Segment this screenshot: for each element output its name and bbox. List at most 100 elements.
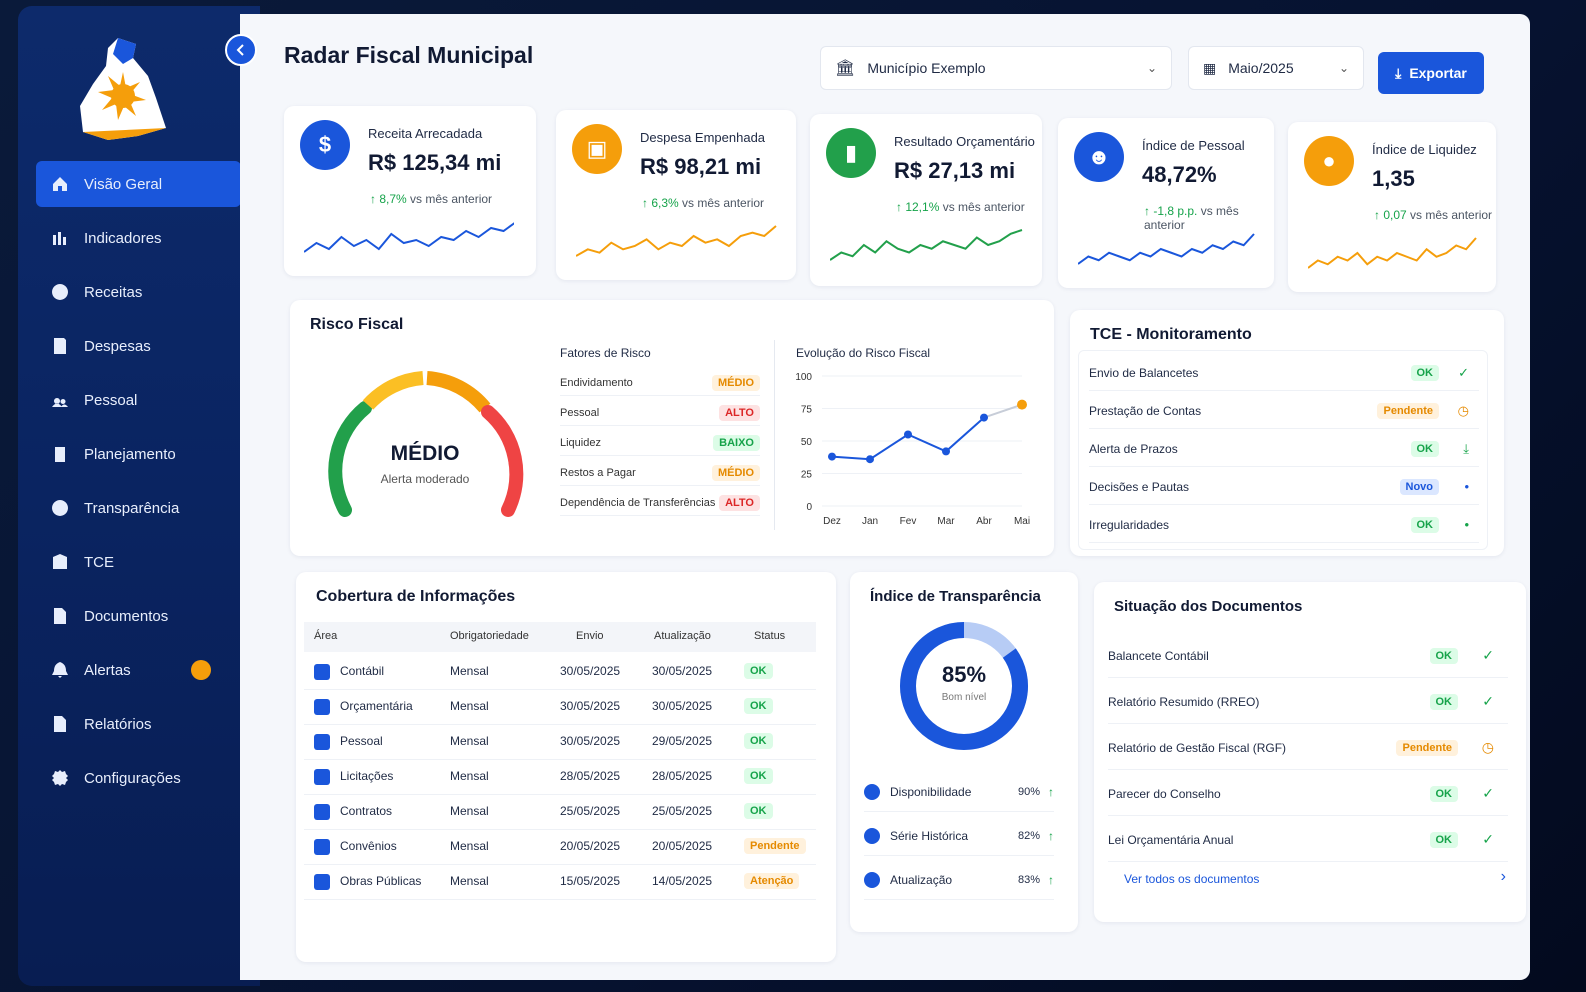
tce-row[interactable]: Decisões e Pautas Novo •	[1089, 469, 1479, 505]
kpi-card: ▣ Despesa Empenhada R$ 98,21 mi ↑ 6,3% vs m…	[556, 110, 796, 280]
bar-chart-icon	[50, 228, 70, 248]
view-all-documents-link[interactable]: Ver todos os documentos	[1124, 872, 1260, 886]
document-row[interactable]: Parecer do Conselho OK ✓	[1108, 772, 1508, 816]
tce-item-name: Irregularidades	[1089, 517, 1170, 532]
tce-row[interactable]: Envio de Balancetes OK ✓	[1089, 355, 1479, 391]
kpi-card: ● Índice de Liquidez 1,35 ↑ 0,07 vs mês ant…	[1288, 122, 1496, 292]
document-row[interactable]: Balancete Contábil OK ✓	[1108, 634, 1508, 678]
status-badge: OK	[744, 733, 773, 749]
atualizacao-date: 25/05/2025	[652, 804, 713, 818]
building-icon	[50, 552, 70, 572]
tce-row[interactable]: Irregularidades OK •	[1089, 507, 1479, 543]
check-icon: ✓	[1482, 647, 1494, 663]
transparency-sub: Bom nível	[941, 692, 987, 703]
sidebar-item-9[interactable]: Alertas	[36, 647, 241, 693]
area-icon	[314, 769, 330, 785]
sidebar-item-7[interactable]: TCE	[36, 539, 241, 585]
x-tick-label: Fev	[900, 516, 917, 527]
table-row[interactable]: Contábil Mensal 30/05/2025 30/05/2025 OK	[304, 656, 816, 690]
sidebar-item-label: Receitas	[84, 283, 143, 301]
sidebar-item-0[interactable]: Visão Geral	[36, 161, 241, 207]
period-select[interactable]: ▦ Maio/2025 ⌄	[1188, 46, 1364, 90]
sidebar-item-3[interactable]: Despesas	[36, 323, 241, 369]
area-icon	[314, 664, 330, 680]
sidebar-item-4[interactable]: Pessoal	[36, 377, 241, 423]
table-header-cell: Envio	[576, 630, 604, 642]
kpi-label: Receita Arrecadada	[368, 126, 483, 141]
document-row[interactable]: Relatório Resumido (RREO) OK ✓	[1108, 680, 1508, 724]
metric-icon	[864, 783, 880, 800]
sidebar-item-6[interactable]: Transparência	[36, 485, 241, 531]
data-point	[866, 455, 874, 464]
kpi-delta: ↑ 12,1% vs mês anterior	[896, 200, 1025, 214]
sidebar-item-5[interactable]: Planejamento	[36, 431, 241, 477]
people-icon	[50, 390, 70, 410]
kpi-delta-text: vs mês anterior	[410, 192, 493, 206]
sidebar-item-11[interactable]: Configurações	[36, 755, 241, 801]
table-row[interactable]: Convênios Mensal 20/05/2025 20/05/2025 Pende…	[304, 831, 816, 865]
metric-icon	[864, 871, 880, 888]
kpi-delta-text: vs mês anterior	[1410, 208, 1493, 222]
table-row[interactable]: Pessoal Mensal 30/05/2025 29/05/2025 OK	[304, 726, 816, 760]
table-row[interactable]: Contratos Mensal 25/05/2025 25/05/2025 OK	[304, 796, 816, 830]
kpi-card: ▮ Resultado Orçamentário R$ 27,13 mi ↑ 12,1…	[810, 114, 1042, 286]
metric-value: 90%	[1017, 785, 1040, 798]
chevron-right-icon[interactable]: ›	[1500, 868, 1506, 885]
table-row[interactable]: Licitações Mensal 28/05/2025 28/05/2025 OK	[304, 761, 816, 795]
document-row[interactable]: Lei Orçamentária Anual OK ✓	[1108, 818, 1508, 862]
atualizacao-date: 30/05/2025	[652, 664, 713, 678]
period-value: Maio/2025	[1228, 60, 1294, 76]
kpi-sparkline	[1308, 237, 1477, 269]
status-badge: OK	[744, 768, 773, 784]
tce-status-icon: ⤓	[1463, 440, 1469, 456]
transparency-row: Atualização 83% ↑	[864, 860, 1054, 900]
sidebar-item-2[interactable]: Receitas	[36, 269, 241, 315]
export-button[interactable]: ⤓ Exportar	[1378, 52, 1484, 94]
kpi-delta: ↑ 8,7% vs mês anterior	[370, 192, 492, 206]
alert-badge	[191, 660, 211, 680]
risk-evolution-chart: 0 25 50 75 100 Dez Jan Fev Mar Abr Mai	[795, 372, 1030, 527]
risk-factor-level: ALTO	[719, 404, 760, 421]
metric-value: 83%	[1017, 873, 1040, 886]
tce-row[interactable]: Prestação de Contas Pendente ◷	[1089, 393, 1479, 429]
obrigatoriedade: Mensal	[450, 699, 489, 713]
document-status-badge: OK	[1429, 693, 1458, 710]
sidebar-item-8[interactable]: Documentos	[36, 593, 241, 639]
metric-icon	[864, 827, 880, 844]
table-header-cell: Obrigatoriedade	[450, 630, 529, 642]
y-tick-label: 75	[801, 405, 813, 416]
tce-row[interactable]: Alerta de Prazos OK ⤓	[1089, 431, 1479, 467]
area-name: Licitações	[340, 769, 394, 783]
x-tick-label: Abr	[976, 516, 992, 527]
risk-factor-level: BAIXO	[713, 434, 760, 451]
metric-name: Série Histórica	[890, 828, 969, 843]
table-row[interactable]: Obras Públicas Mensal 15/05/2025 14/05/2025…	[304, 866, 816, 900]
download-icon: ⤓	[1395, 64, 1402, 81]
tce-status-icon: ◷	[1457, 402, 1469, 418]
tce-status-badge: OK	[1410, 440, 1439, 457]
export-label: Exportar	[1409, 65, 1467, 81]
kpi-delta-value: ↑ 6,3%	[642, 196, 683, 210]
x-tick-label: Jan	[862, 516, 878, 527]
sidebar-item-10[interactable]: Relatórios	[36, 701, 241, 747]
data-point	[1017, 399, 1027, 410]
tce-status-icon: •	[1464, 479, 1469, 494]
document-name: Relatório Resumido (RREO)	[1108, 694, 1260, 709]
collapse-sidebar-button[interactable]	[225, 34, 257, 66]
sidebar-item-label: Despesas	[84, 337, 151, 355]
municipio-select[interactable]: 🏛 Município Exemplo ⌄	[820, 46, 1172, 90]
risk-factor-name: Liquidez	[560, 436, 601, 449]
area-name: Convênios	[340, 839, 397, 853]
x-tick-label: Mar	[937, 516, 955, 527]
document-name: Lei Orçamentária Anual	[1108, 832, 1234, 847]
risk-factor-row: Pessoal ALTO	[560, 400, 760, 426]
kpi-label: Índice de Liquidez	[1372, 142, 1477, 157]
home-icon	[50, 174, 70, 194]
kpi-icon: ●	[1304, 136, 1354, 186]
series-projection	[983, 403, 1023, 419]
sidebar-item-label: Indicadores	[84, 229, 162, 247]
envio-date: 20/05/2025	[560, 839, 621, 853]
table-row[interactable]: Orçamentária Mensal 30/05/2025 30/05/2025 OK	[304, 691, 816, 725]
sidebar-item-1[interactable]: Indicadores	[36, 215, 241, 261]
document-row[interactable]: Relatório de Gestão Fiscal (RGF) Pendente…	[1108, 726, 1508, 770]
